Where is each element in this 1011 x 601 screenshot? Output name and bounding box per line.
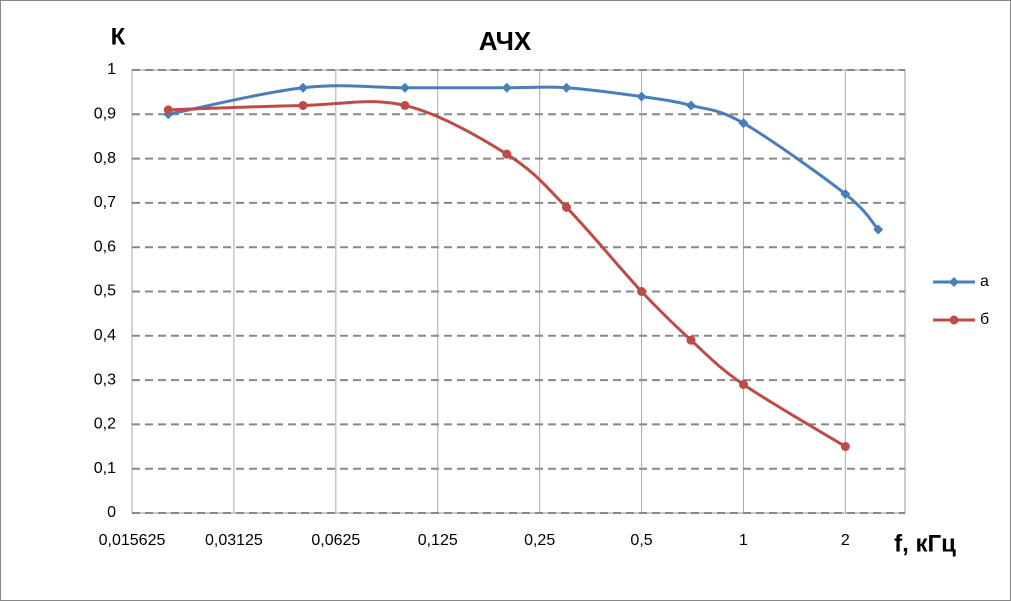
plot (163, 82, 884, 452)
marker (686, 335, 696, 345)
legend-label: а (980, 273, 989, 290)
marker (738, 380, 748, 390)
marker (561, 82, 572, 93)
marker (840, 442, 850, 452)
y-tick-label: 0,2 (94, 416, 116, 433)
legend-label: б (980, 311, 989, 328)
marker (298, 82, 309, 93)
x-tick-label: 0,015625 (99, 532, 166, 549)
y-tick-label: 0,8 (94, 150, 116, 167)
marker (637, 287, 647, 296)
y-tick-label: 1 (107, 61, 116, 78)
legend-marker (949, 315, 959, 325)
x-tick-label: 0,5 (630, 532, 652, 549)
y-tick-label: 0,4 (94, 327, 116, 344)
marker (163, 105, 173, 115)
marker (738, 118, 749, 129)
marker (840, 189, 851, 200)
marker (502, 149, 512, 159)
marker (561, 202, 571, 212)
series-line (168, 84, 880, 231)
y-tick-label: 0,9 (94, 106, 116, 123)
marker (501, 82, 512, 93)
x-tick-label: 0,0625 (311, 532, 360, 549)
x-tick-label: 0,25 (524, 532, 555, 549)
marker (686, 100, 697, 111)
x-tick-label: 2 (841, 532, 850, 549)
marker (298, 100, 308, 110)
marker (399, 82, 410, 93)
x-axis-label: f, кГц (894, 530, 956, 557)
y-tick-label: 0,3 (94, 371, 116, 388)
chart-title: АЧХ (479, 26, 532, 56)
y-tick-label: 0 (107, 504, 116, 521)
legend-marker (949, 277, 959, 287)
marker (636, 91, 647, 102)
x-tick-label: 0,03125 (205, 532, 263, 549)
marker (873, 224, 884, 235)
x-tick-label: 1 (739, 532, 748, 549)
y-tick-label: 0,1 (94, 460, 116, 477)
series-line (168, 100, 847, 448)
y-tick-label: 0,7 (94, 194, 116, 211)
x-tick-label: 0,125 (418, 532, 458, 549)
y-axis-label: К (111, 23, 126, 50)
marker (400, 100, 410, 110)
y-tick-label: 0,6 (94, 238, 116, 255)
y-tick-label: 0,5 (94, 283, 116, 300)
